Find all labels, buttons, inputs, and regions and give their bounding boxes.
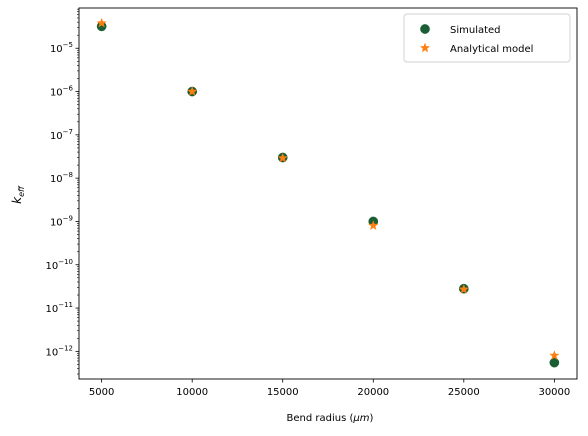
y-tick-label: 10−5: [50, 41, 73, 55]
legend-label-simulated: Simulated: [450, 25, 501, 36]
y-axis-label-base: k: [10, 196, 24, 204]
points-layer: [96, 17, 560, 368]
x-axis-label-close: ): [370, 413, 374, 424]
y-tick-label: 10−12: [45, 344, 73, 358]
plot-frame: [78, 7, 578, 380]
legend-marker-analytical: [419, 42, 431, 53]
x-tick-label: 5000: [89, 387, 114, 398]
x-tick-label: 25000: [448, 387, 480, 398]
y-tick-label: 10−10: [45, 258, 73, 272]
ticks-layer: 5000 10000 15000 20000 25000 30000 10−12 10−11 1…: [45, 8, 570, 398]
x-axis-label-unit: μm: [352, 413, 369, 424]
y-axis-label-sub: eff: [17, 185, 26, 197]
y-tick-label: 10−9: [50, 214, 73, 228]
x-tick-label: 30000: [538, 387, 570, 398]
legend-label-analytical: Analytical model: [450, 44, 533, 55]
x-tick-label: 10000: [176, 387, 208, 398]
y-tick-label: 10−11: [45, 301, 73, 315]
point-analytical: [458, 284, 469, 294]
point-analytical: [187, 86, 198, 96]
x-tick-label: 20000: [357, 387, 389, 398]
legend-marker-simulated: [420, 24, 430, 34]
point-analytical: [549, 350, 560, 360]
legend-box: [403, 13, 571, 63]
y-tick-label: 10−7: [50, 128, 73, 142]
x-axis-label: Bend radius (μm): [287, 413, 374, 424]
x-axis-label-main: Bend radius (: [287, 413, 354, 424]
y-axis-label: keff: [10, 185, 26, 204]
point-analytical: [277, 152, 288, 163]
point-analytical: [96, 17, 107, 28]
y-tick-label: 10−8: [50, 171, 73, 185]
legend-markers: [419, 24, 431, 53]
point-simulated: [549, 357, 560, 368]
x-tick-label: 15000: [267, 387, 299, 398]
point-analytical: [368, 220, 379, 230]
y-tick-label: 10−6: [50, 85, 74, 99]
legend: Simulated Analytical model: [403, 13, 571, 63]
